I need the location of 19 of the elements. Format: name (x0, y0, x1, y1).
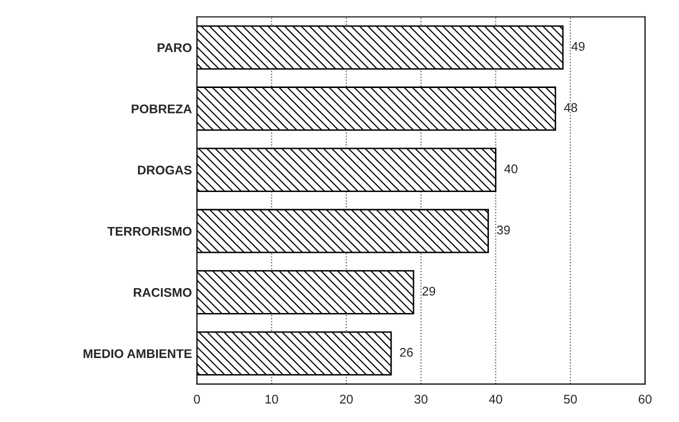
x-tick-label: 40 (489, 394, 502, 404)
x-tick-label: 50 (564, 394, 577, 404)
y-tick-label: DROGAS (138, 166, 192, 175)
y-tick-label: MEDIO AMBIENTE (84, 349, 192, 358)
data-label: 26 (400, 348, 413, 357)
x-tick-label: 10 (266, 394, 278, 404)
y-tick-label: RACISMO (134, 288, 192, 297)
x-tick-label: 30 (414, 394, 428, 404)
data-label: 39 (497, 226, 510, 234)
y-tick-label: POBREZA (132, 104, 192, 114)
y-tick-label: PARO (158, 43, 192, 52)
data-label: 48 (564, 103, 578, 112)
x-tick-label: 0 (194, 394, 200, 404)
data-label: 29 (422, 286, 436, 296)
y-tick-label: TERRORISMO (107, 226, 192, 236)
x-tick-label: 20 (340, 394, 353, 404)
x-tick-label: 60 (638, 394, 652, 404)
data-label: 49 (572, 42, 585, 51)
data-label: 40 (504, 164, 518, 174)
